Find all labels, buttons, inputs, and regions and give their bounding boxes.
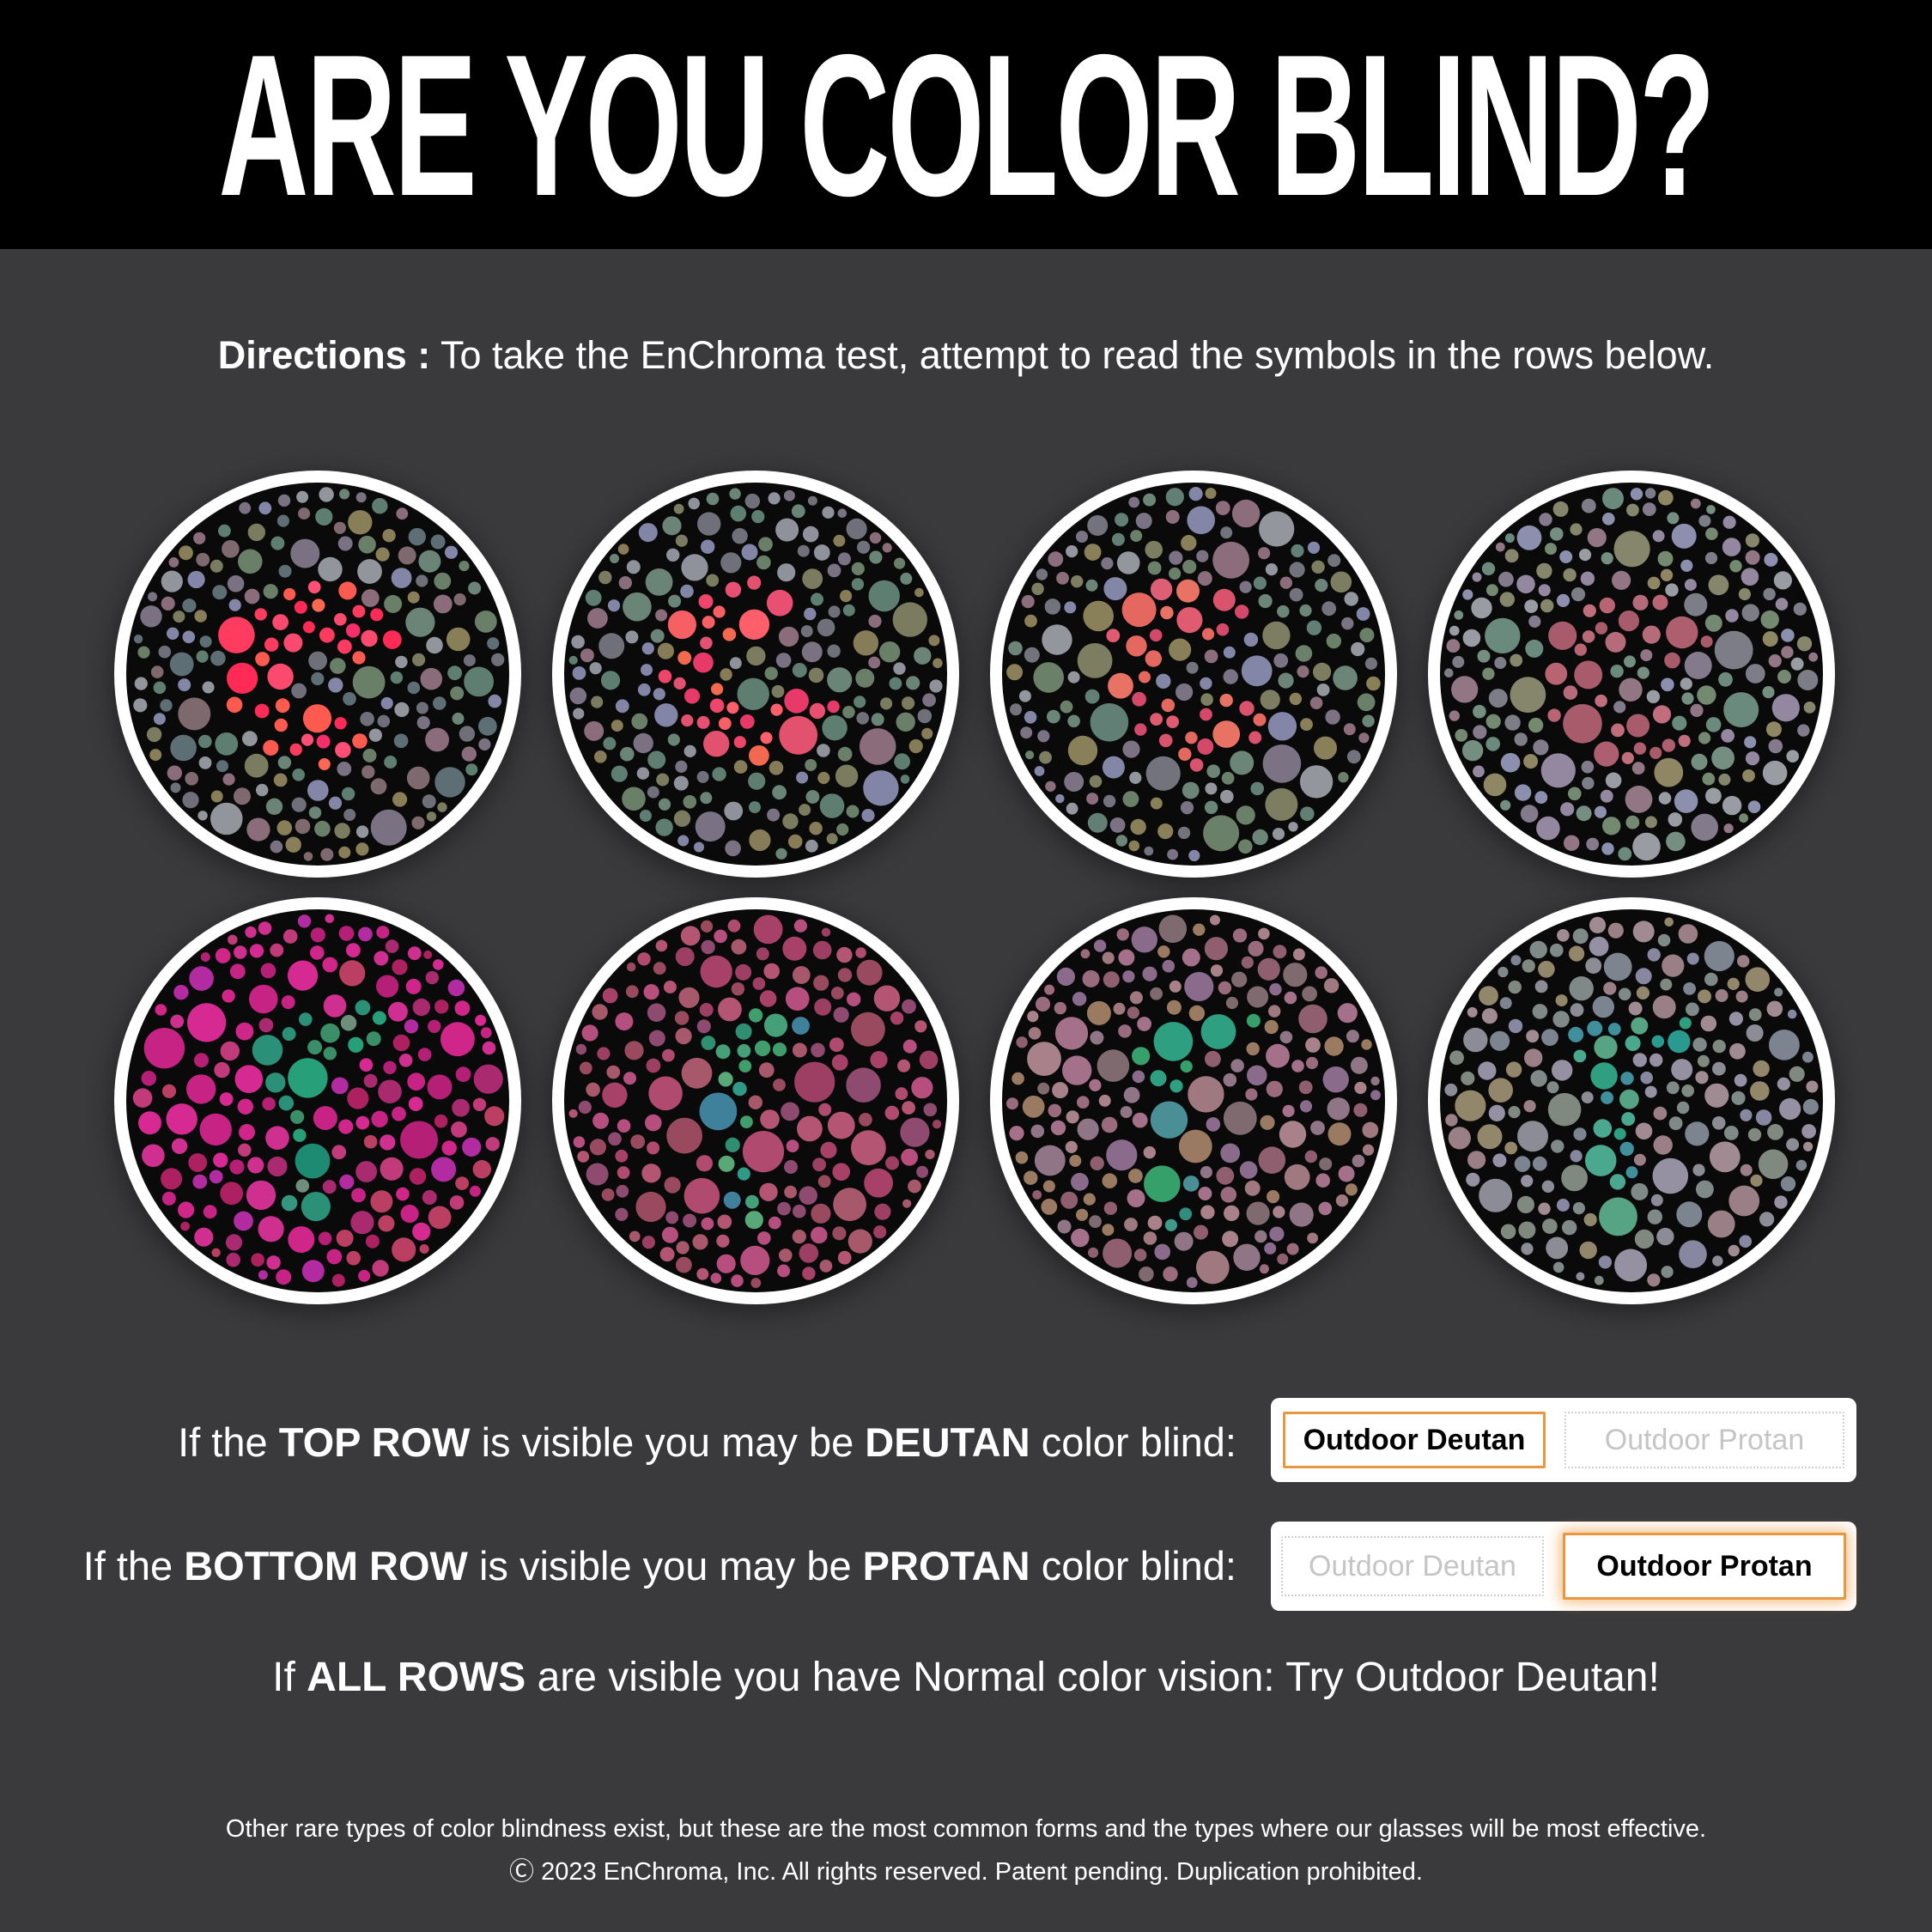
protan-text-seg2: is visible you may be xyxy=(467,1542,863,1589)
protan-result-text: If the BOTTOM ROW is visible you may be … xyxy=(0,1527,1236,1604)
deutan-result-text: If the TOP ROW is visible you may be DEU… xyxy=(0,1403,1236,1480)
directions-label: Directions : xyxy=(217,333,431,377)
ishihara-plate-protan-1 xyxy=(114,897,521,1304)
deutan-text-toprow: TOP ROW xyxy=(278,1419,471,1465)
ishihara-plate-deutan-1 xyxy=(114,471,521,878)
deutan-button-card: Outdoor Deutan Outdoor Protan xyxy=(1271,1398,1856,1482)
deutan-text-seg2: is visible you may be xyxy=(470,1419,866,1465)
ishihara-plate-deutan-3 xyxy=(990,471,1397,878)
outdoor-protan-button-row1[interactable]: Outdoor Protan xyxy=(1564,1412,1844,1468)
ishihara-plate-protan-3 xyxy=(990,897,1397,1304)
footer-copyright: Ⓒ 2023 EnChroma, Inc. All rights reserve… xyxy=(509,1858,1423,1886)
ishihara-plate-deutan-4 xyxy=(1428,471,1835,878)
plate-grid-top xyxy=(112,468,1838,880)
protan-text-seg3: color blind: xyxy=(1030,1542,1236,1589)
deutan-text-seg3: color blind: xyxy=(1030,1419,1236,1465)
page-title: ARE YOU COLOR BLIND? xyxy=(218,11,1716,238)
ishihara-plate-deutan-2 xyxy=(552,471,959,878)
normal-line-seg2: are visible you have Normal color vision… xyxy=(526,1655,1660,1700)
directions: Directions : To take the EnChroma test, … xyxy=(0,333,1932,378)
outdoor-protan-button-row2[interactable]: Outdoor Protan xyxy=(1563,1533,1846,1600)
header: ARE YOU COLOR BLIND? xyxy=(0,0,1932,249)
outdoor-deutan-button-row2[interactable]: Outdoor Deutan xyxy=(1281,1536,1544,1596)
protan-text-protan: PROTAN xyxy=(862,1542,1030,1589)
footer-disclaimer: Other rare types of color blindness exis… xyxy=(225,1815,1707,1843)
protan-button-card: Outdoor Deutan Outdoor Protan xyxy=(1271,1522,1856,1611)
deutan-text-seg1: If the xyxy=(178,1419,279,1465)
outdoor-deutan-button-row1[interactable]: Outdoor Deutan xyxy=(1283,1412,1546,1468)
normal-line-seg1: If xyxy=(272,1655,307,1700)
ishihara-plate-protan-2 xyxy=(552,897,959,1304)
normal-line-allrows: ALL ROWS xyxy=(307,1655,526,1700)
deutan-text-deutan: DEUTAN xyxy=(865,1419,1030,1465)
plate-grid-bottom xyxy=(112,895,1838,1307)
ishihara-plate-protan-4 xyxy=(1428,897,1835,1304)
normal-vision-line: If ALL ROWS are visible you have Normal … xyxy=(0,1654,1932,1701)
directions-text: To take the EnChroma test, attempt to re… xyxy=(430,333,1715,377)
protan-text-seg1: If the xyxy=(82,1542,185,1589)
protan-text-bottomrow: BOTTOM ROW xyxy=(184,1542,468,1589)
